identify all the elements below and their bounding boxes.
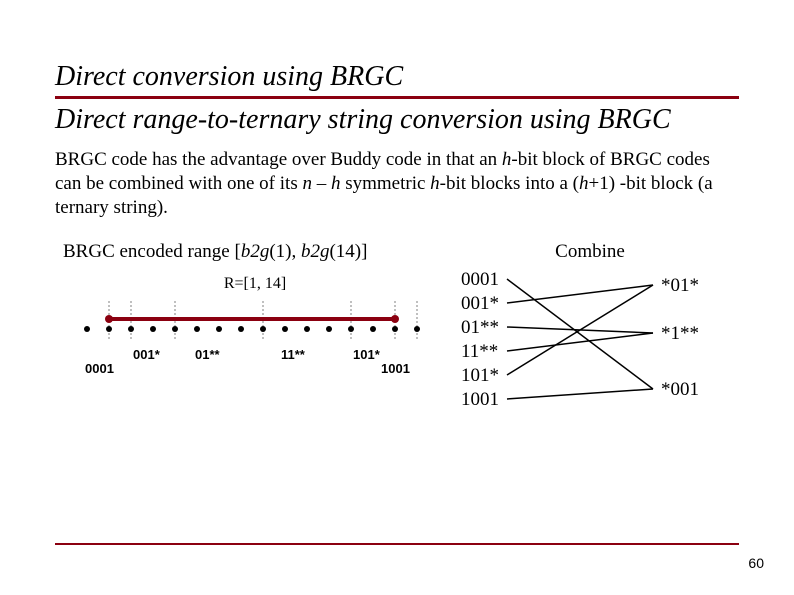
combine-diagram: 0001 001* 01** 11** 101* 1001 *01* *1** *001 xyxy=(455,267,715,427)
svg-text:*1**: *1** xyxy=(661,323,699,344)
svg-text:101*: 101* xyxy=(461,365,499,386)
enc-prefix: BRGC encoded range [ xyxy=(63,241,241,262)
code-label: 11** xyxy=(281,347,305,362)
title-block: Direct conversion using BRGC Direct rang… xyxy=(55,60,739,136)
enc-func: b2g xyxy=(301,241,330,262)
svg-text:001*: 001* xyxy=(461,293,499,314)
code-label: 0001 xyxy=(85,361,114,376)
para-text: BRGC code has the advantage over Buddy c… xyxy=(55,149,502,170)
range-diagram xyxy=(55,297,455,343)
svg-text:11**: 11** xyxy=(461,341,498,362)
code-labels-row: 0001 001* 01** 11** 101*1001 xyxy=(55,345,455,381)
para-var-h: h xyxy=(430,173,440,194)
body-paragraph: BRGC code has the advantage over Buddy c… xyxy=(55,148,739,219)
title-divider xyxy=(55,96,739,99)
para-text: -bit blocks into a ( xyxy=(440,173,579,194)
svg-text:*01*: *01* xyxy=(661,275,699,296)
range-column: BRGC encoded range [b2g(1), b2g(14)] R=[… xyxy=(55,241,455,427)
enc-func: b2g xyxy=(241,241,270,262)
para-text: symmetric xyxy=(340,173,430,194)
footer-divider xyxy=(55,543,739,545)
slide-page: Direct conversion using BRGC Direct rang… xyxy=(0,0,794,595)
r-label: R=[1, 14] xyxy=(55,275,455,293)
svg-text:0001: 0001 xyxy=(461,269,499,290)
enc-arg: (14)] xyxy=(329,241,367,262)
encoded-range-label: BRGC encoded range [b2g(1), b2g(14)] xyxy=(63,241,455,263)
lower-content: BRGC encoded range [b2g(1), b2g(14)] R=[… xyxy=(55,241,739,427)
code-label: 101* xyxy=(353,347,380,362)
code-label: 1001 xyxy=(381,361,410,376)
code-label: 001* xyxy=(133,347,160,362)
enc-arg: (1), xyxy=(269,241,301,262)
svg-text:*001: *001 xyxy=(661,379,699,400)
svg-text:1001: 1001 xyxy=(461,389,499,410)
title-line-2: Direct range-to-ternary string conversio… xyxy=(55,103,739,137)
combine-column: Combine 0001 001* 01** 11** 101* 1001 *01* *1**… xyxy=(455,241,725,427)
page-number: 60 xyxy=(748,555,764,571)
para-var-h: h xyxy=(502,149,512,170)
para-var-nmh: n – h xyxy=(302,173,340,194)
code-label: 01** xyxy=(195,347,220,362)
combine-heading: Combine xyxy=(455,241,725,263)
title-line-1: Direct conversion using BRGC xyxy=(55,60,739,94)
svg-text:01**: 01** xyxy=(461,317,499,338)
